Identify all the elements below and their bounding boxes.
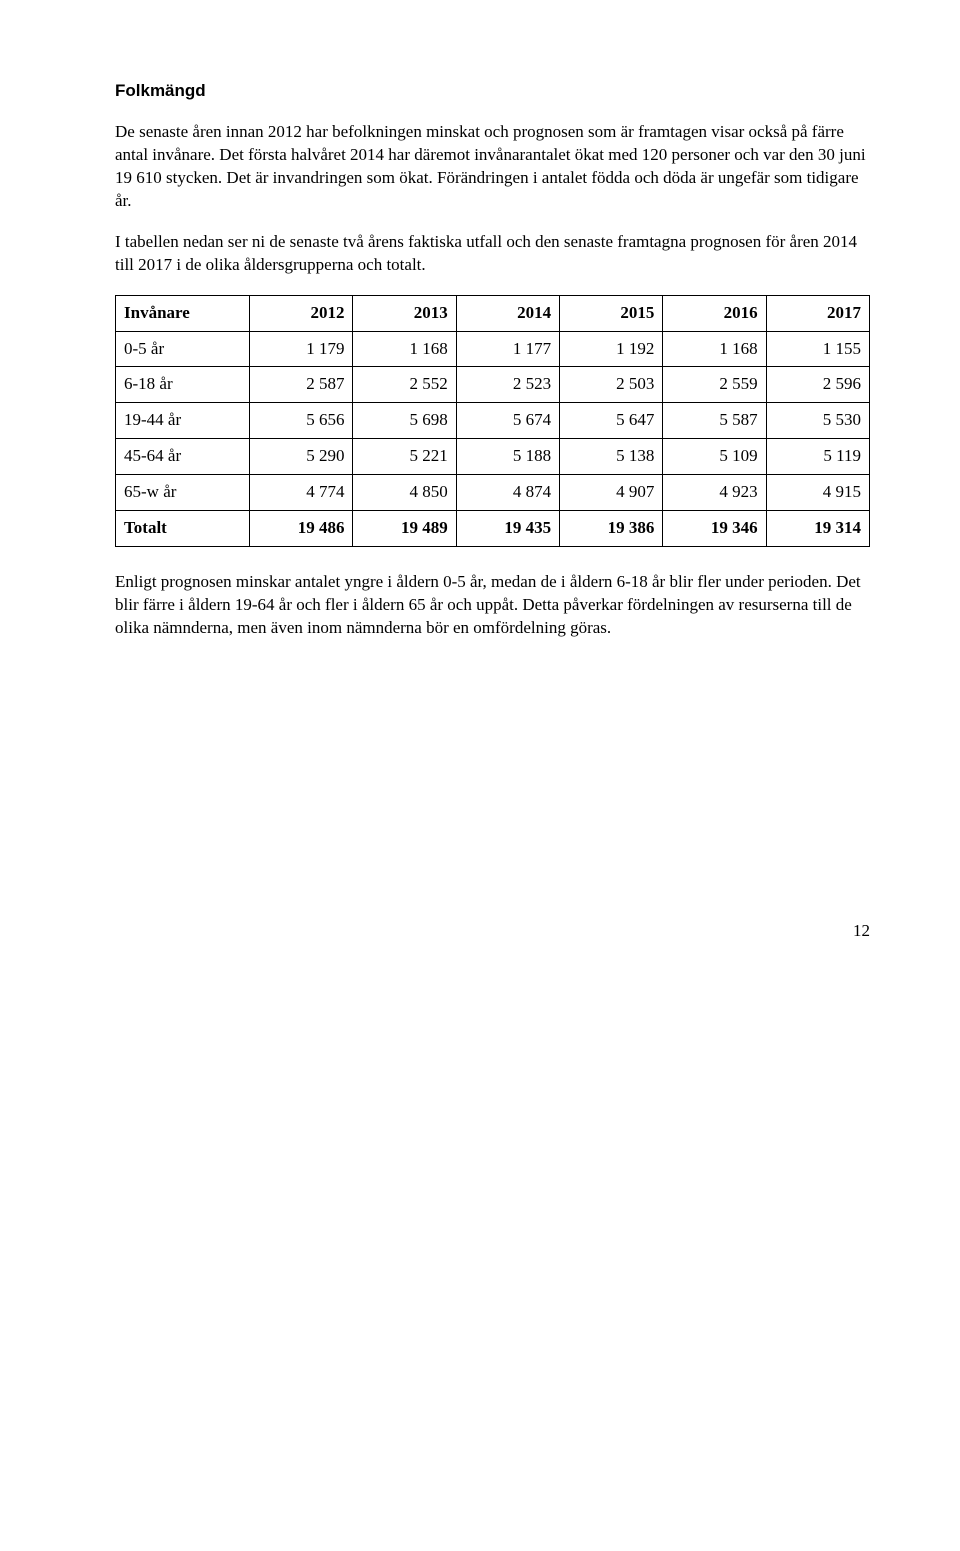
cell: 2 559	[663, 367, 766, 403]
cell: 5 656	[250, 403, 353, 439]
cell: 5 530	[766, 403, 869, 439]
cell: 19 486	[250, 511, 353, 547]
paragraph-intro-1: De senaste åren innan 2012 har befolknin…	[115, 121, 870, 213]
col-header: 2017	[766, 295, 869, 331]
cell: 1 192	[560, 331, 663, 367]
table-row: 45-64 år 5 290 5 221 5 188 5 138 5 109 5…	[116, 439, 870, 475]
cell: 19-44 år	[116, 403, 250, 439]
paragraph-outro: Enligt prognosen minskar antalet yngre i…	[115, 571, 870, 640]
cell: 45-64 år	[116, 439, 250, 475]
cell: 19 386	[560, 511, 663, 547]
cell: 4 874	[456, 475, 559, 511]
col-header: 2014	[456, 295, 559, 331]
cell: 5 138	[560, 439, 663, 475]
cell: 65-w år	[116, 475, 250, 511]
cell: Totalt	[116, 511, 250, 547]
cell: 5 109	[663, 439, 766, 475]
table-row: 19-44 år 5 656 5 698 5 674 5 647 5 587 5…	[116, 403, 870, 439]
paragraph-intro-2: I tabellen nedan ser ni de senaste två å…	[115, 231, 870, 277]
table-total-row: Totalt 19 486 19 489 19 435 19 386 19 34…	[116, 511, 870, 547]
cell: 4 923	[663, 475, 766, 511]
cell: 1 177	[456, 331, 559, 367]
table-header-row: Invånare 2012 2013 2014 2015 2016 2017	[116, 295, 870, 331]
cell: 1 179	[250, 331, 353, 367]
cell: 0-5 år	[116, 331, 250, 367]
cell: 4 850	[353, 475, 456, 511]
cell: 2 587	[250, 367, 353, 403]
cell: 6-18 år	[116, 367, 250, 403]
section-heading: Folkmängd	[115, 80, 870, 103]
cell: 5 221	[353, 439, 456, 475]
population-table: Invånare 2012 2013 2014 2015 2016 2017 0…	[115, 295, 870, 548]
col-header: 2016	[663, 295, 766, 331]
cell: 1 168	[353, 331, 456, 367]
cell: 5 698	[353, 403, 456, 439]
cell: 1 155	[766, 331, 869, 367]
cell: 19 435	[456, 511, 559, 547]
cell: 4 907	[560, 475, 663, 511]
cell: 5 647	[560, 403, 663, 439]
table-row: 0-5 år 1 179 1 168 1 177 1 192 1 168 1 1…	[116, 331, 870, 367]
cell: 19 314	[766, 511, 869, 547]
page-number: 12	[115, 920, 870, 943]
cell: 5 119	[766, 439, 869, 475]
cell: 4 774	[250, 475, 353, 511]
cell: 1 168	[663, 331, 766, 367]
cell: 19 346	[663, 511, 766, 547]
table-row: 6-18 år 2 587 2 552 2 523 2 503 2 559 2 …	[116, 367, 870, 403]
cell: 5 290	[250, 439, 353, 475]
cell: 2 503	[560, 367, 663, 403]
cell: 2 552	[353, 367, 456, 403]
cell: 4 915	[766, 475, 869, 511]
cell: 5 587	[663, 403, 766, 439]
cell: 2 596	[766, 367, 869, 403]
cell: 19 489	[353, 511, 456, 547]
col-header: Invånare	[116, 295, 250, 331]
col-header: 2013	[353, 295, 456, 331]
table-row: 65-w år 4 774 4 850 4 874 4 907 4 923 4 …	[116, 475, 870, 511]
col-header: 2012	[250, 295, 353, 331]
cell: 2 523	[456, 367, 559, 403]
cell: 5 674	[456, 403, 559, 439]
col-header: 2015	[560, 295, 663, 331]
cell: 5 188	[456, 439, 559, 475]
